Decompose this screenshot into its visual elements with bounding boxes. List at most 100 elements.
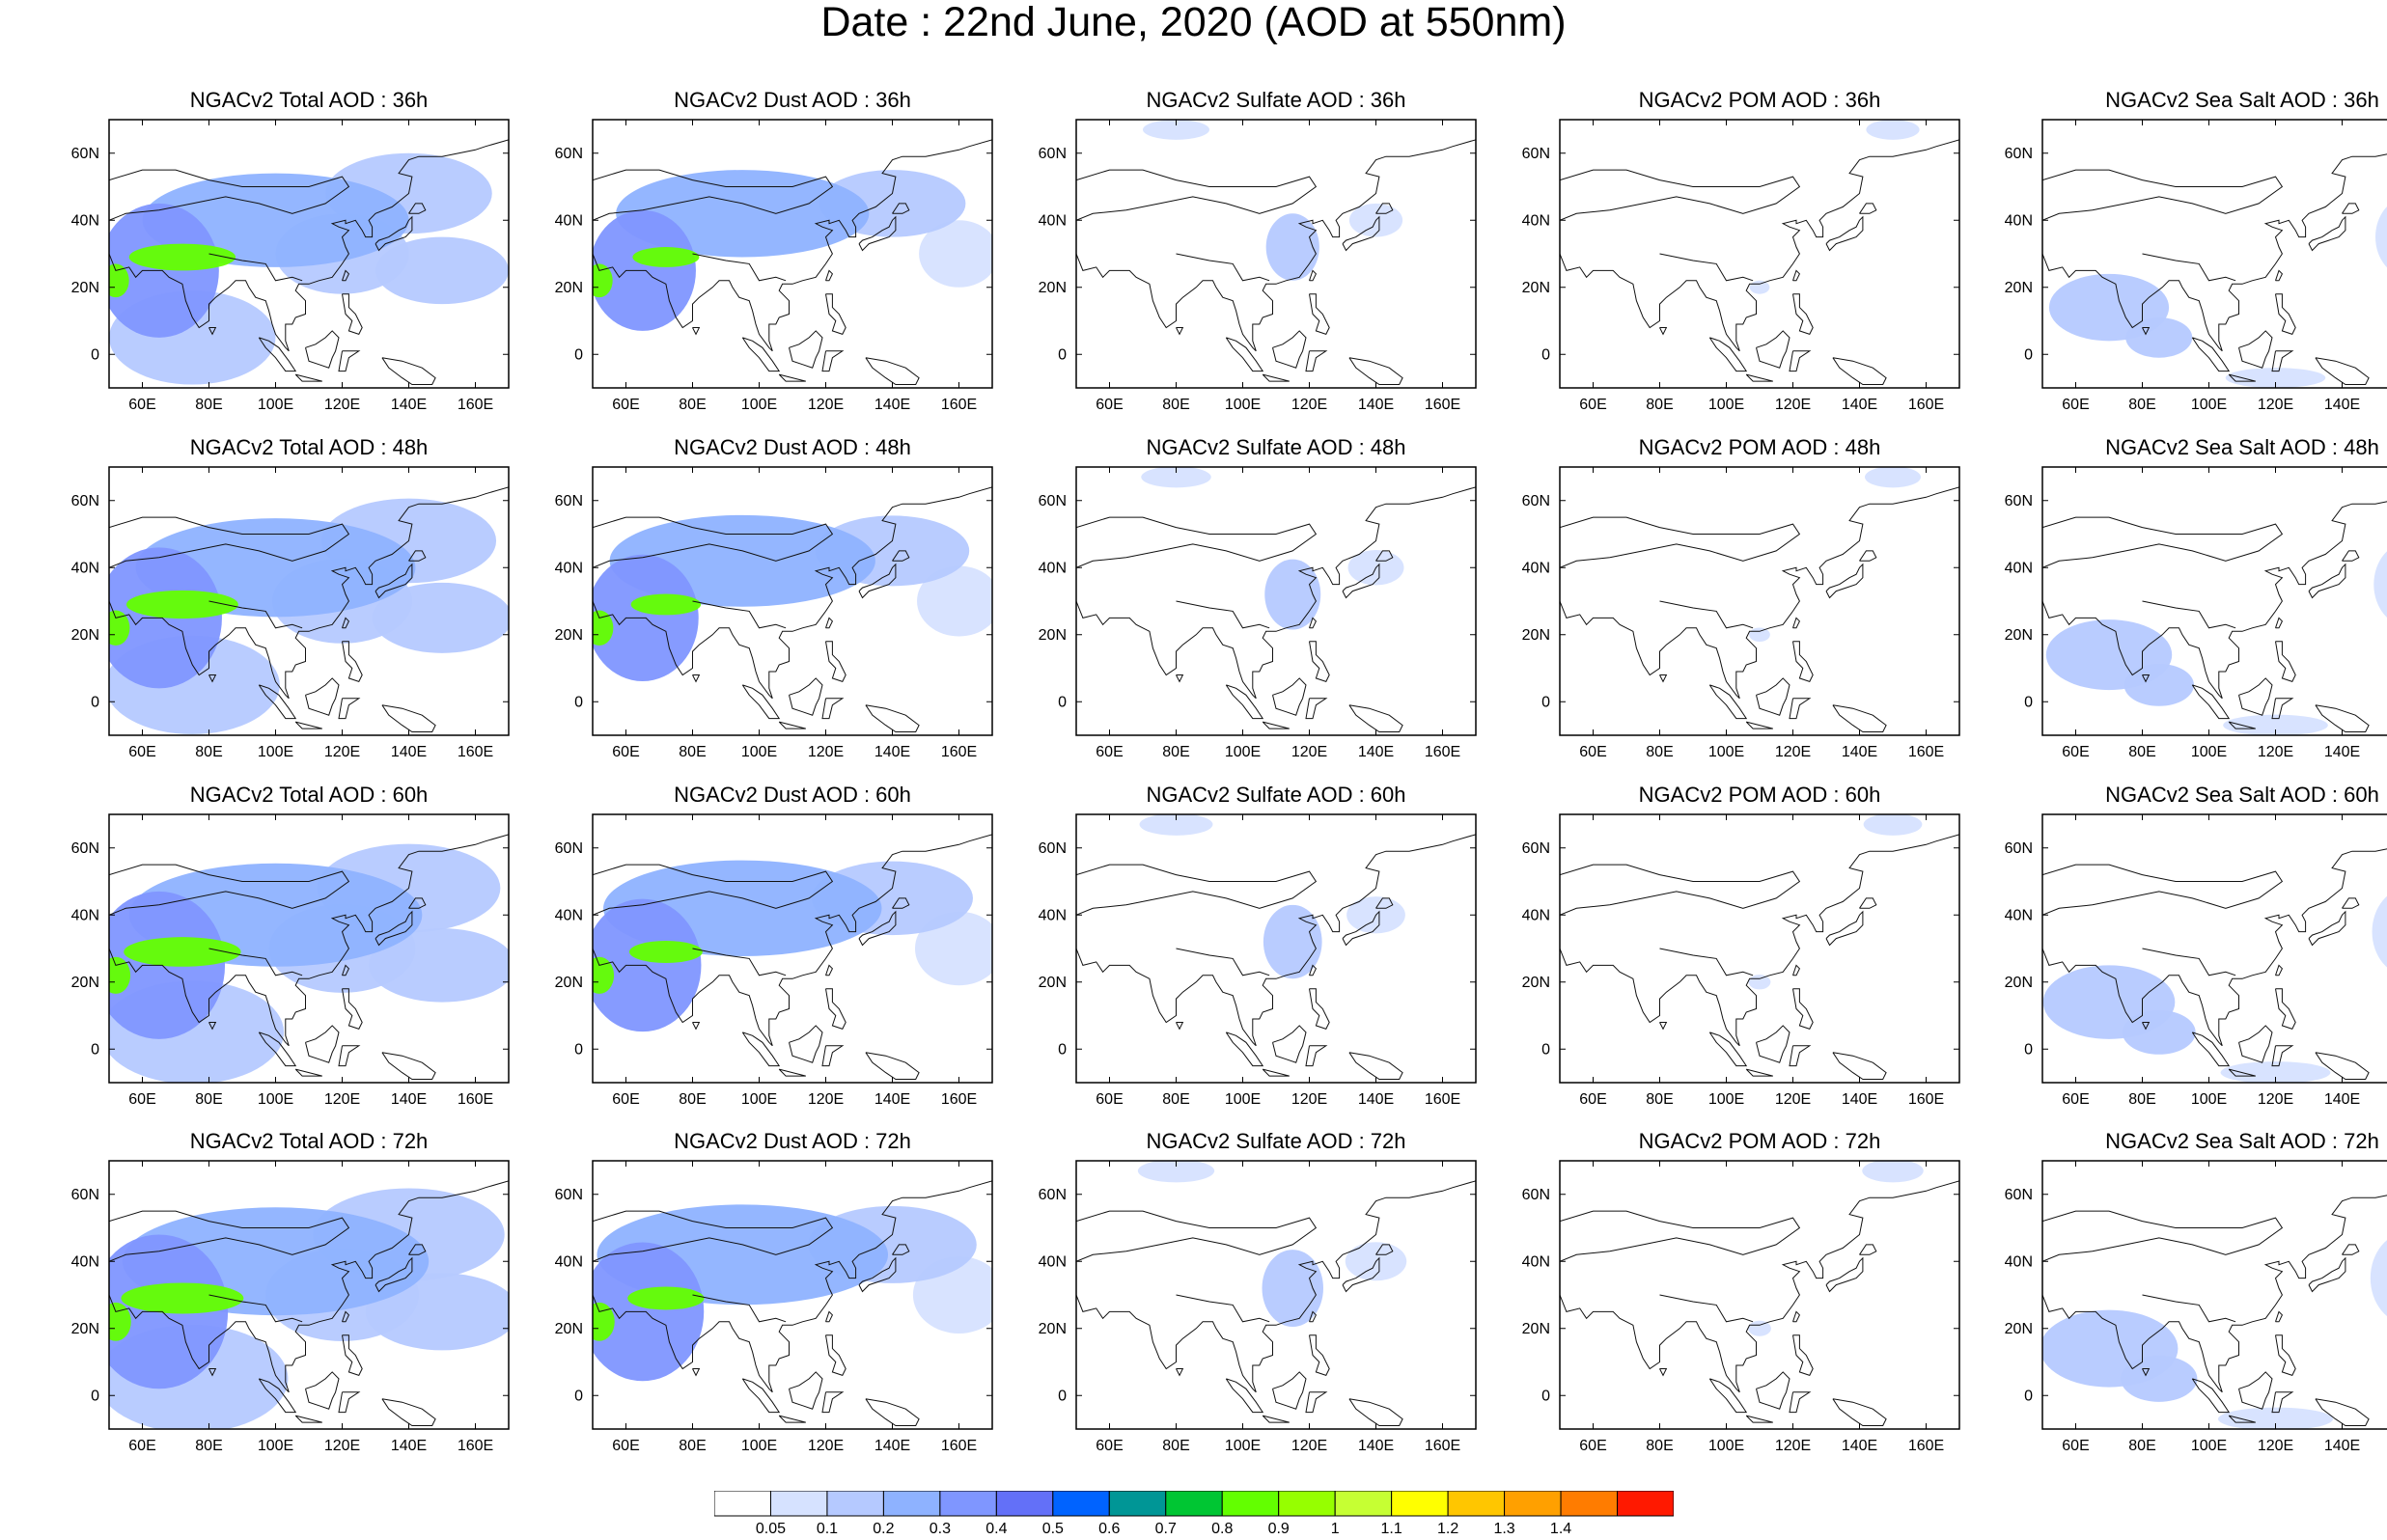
x-tick-label: 60E — [2062, 1091, 2089, 1108]
x-tick-label: 160E — [941, 1091, 977, 1108]
x-tick-label: 100E — [1225, 1091, 1261, 1108]
x-tick-label: 80E — [1646, 397, 1673, 413]
x-tick-label: 80E — [679, 1091, 706, 1108]
aod-region — [1141, 467, 1211, 488]
aod-region — [1862, 1161, 1924, 1183]
aod-field — [109, 120, 509, 388]
aod-field — [109, 814, 509, 1083]
coastlines — [2042, 501, 2387, 732]
x-tick-label: 140E — [2324, 397, 2360, 413]
aod-region — [2225, 368, 2326, 388]
aod-region — [593, 1302, 615, 1341]
x-tick-label: 120E — [1775, 397, 1811, 413]
x-tick-label: 60E — [128, 744, 155, 760]
x-tick-label: 120E — [324, 744, 360, 760]
map-frame — [1559, 813, 1960, 1084]
map-frame — [2041, 119, 2387, 389]
x-tick-label: 120E — [324, 397, 360, 413]
panel-title: NGACv2 Dust AOD : 60h — [674, 783, 911, 807]
x-tick-label: 60E — [1579, 1091, 1606, 1108]
y-tick-label: 40N — [71, 907, 99, 923]
colorbar-label: 1.3 — [1493, 1521, 1514, 1535]
y-tick-label: 40N — [1039, 212, 1067, 229]
aod-region — [109, 1302, 131, 1341]
y-tick-label: 60N — [2005, 1187, 2033, 1203]
aod-region — [2220, 1061, 2331, 1083]
x-tick-label: 60E — [612, 1091, 639, 1108]
panel-title: NGACv2 Dust AOD : 72h — [674, 1129, 911, 1153]
map-panel-dust-60h: NGACv2 Dust AOD : 60h 60E 80E 100E 120E 140E 1… — [527, 782, 993, 1112]
colorbar-swatch — [1108, 1491, 1167, 1517]
y-tick-label: 20N — [71, 280, 99, 296]
y-tick-label: 60N — [2005, 840, 2033, 857]
y-tick-label: 0 — [1058, 346, 1067, 363]
map-frame — [592, 1160, 993, 1430]
x-tick-label: 120E — [808, 397, 844, 413]
x-tick-label: 160E — [1908, 397, 1944, 413]
aod-region — [1137, 1161, 1215, 1183]
x-tick-label: 80E — [679, 744, 706, 760]
x-tick-label: 100E — [741, 1438, 777, 1454]
map-panel-sulfate-48h: NGACv2 Sulfate AOD : 48h 60E 80E 100E 120E 14… — [1011, 434, 1477, 764]
x-tick-label: 100E — [741, 1091, 777, 1108]
panel-title: NGACv2 Sulfate AOD : 48h — [1146, 435, 1406, 459]
y-tick-label: 40N — [71, 212, 99, 229]
x-tick-label: 100E — [2191, 1438, 2227, 1454]
y-tick-label: 40N — [555, 1253, 583, 1270]
x-tick-label: 120E — [1775, 1091, 1811, 1108]
x-tick-label: 140E — [1842, 744, 1877, 760]
x-tick-label: 140E — [2324, 1091, 2360, 1108]
x-tick-label: 160E — [1425, 744, 1460, 760]
y-tick-label: 40N — [555, 907, 583, 923]
y-tick-label: 0 — [574, 694, 583, 710]
x-tick-label: 140E — [1842, 397, 1877, 413]
aod-region — [2372, 895, 2387, 968]
map-panel-seasalt-72h: NGACv2 Sea Salt AOD : 72h 60E 80E 100E 120E 1… — [1977, 1128, 2387, 1458]
map-panel-total-72h: NGACv2 Total AOD : 72h 60E 80E 100E 120E 140E… — [43, 1128, 510, 1458]
y-tick-label: 40N — [555, 560, 583, 576]
x-tick-label: 60E — [1579, 744, 1606, 760]
y-tick-label: 60N — [2005, 146, 2033, 162]
panel-title: NGACv2 Total AOD : 60h — [189, 783, 429, 807]
aod-region — [1748, 1320, 1771, 1336]
panel-title: NGACv2 Total AOD : 36h — [189, 88, 429, 112]
y-tick-label: 60N — [71, 146, 99, 162]
x-tick-label: 120E — [1291, 1091, 1327, 1108]
map-panel-total-36h: NGACv2 Total AOD : 36h 60E 80E 100E 120E 140E… — [43, 87, 510, 417]
colorbar-swatch — [939, 1491, 997, 1517]
x-tick-label: 160E — [1908, 744, 1944, 760]
aod-region — [2373, 551, 2387, 618]
coastlines — [109, 834, 509, 1080]
colorbar-label: 1.2 — [1437, 1521, 1458, 1535]
panel-title: NGACv2 Dust AOD : 36h — [674, 88, 911, 112]
colorbar-swatch — [1391, 1491, 1449, 1517]
aod-region — [2375, 206, 2387, 268]
panel-title: NGACv2 Sulfate AOD : 60h — [1146, 783, 1406, 807]
y-tick-label: 60N — [71, 840, 99, 857]
colorbar-label: 1.4 — [1550, 1521, 1571, 1535]
aod-region — [124, 937, 241, 967]
x-tick-label: 100E — [1708, 744, 1744, 760]
x-tick-label: 80E — [1162, 744, 1189, 760]
x-tick-label: 160E — [1908, 1091, 1944, 1108]
y-tick-label: 20N — [1522, 627, 1550, 644]
y-tick-label: 60N — [555, 146, 583, 162]
colorbar-label: 0.4 — [985, 1521, 1007, 1535]
aod-field — [593, 120, 992, 388]
y-tick-label: 20N — [1039, 280, 1067, 296]
x-tick-label: 60E — [1096, 744, 1123, 760]
y-tick-label: 60N — [1522, 840, 1550, 857]
aod-region — [1865, 467, 1921, 488]
x-tick-label: 100E — [741, 744, 777, 760]
x-tick-label: 140E — [2324, 744, 2360, 760]
x-tick-label: 100E — [741, 397, 777, 413]
x-tick-label: 80E — [679, 397, 706, 413]
aod-field — [1076, 467, 1476, 735]
panel-title: NGACv2 Total AOD : 48h — [189, 435, 429, 459]
x-tick-label: 80E — [2128, 1438, 2155, 1454]
y-tick-label: 0 — [1541, 1388, 1550, 1404]
